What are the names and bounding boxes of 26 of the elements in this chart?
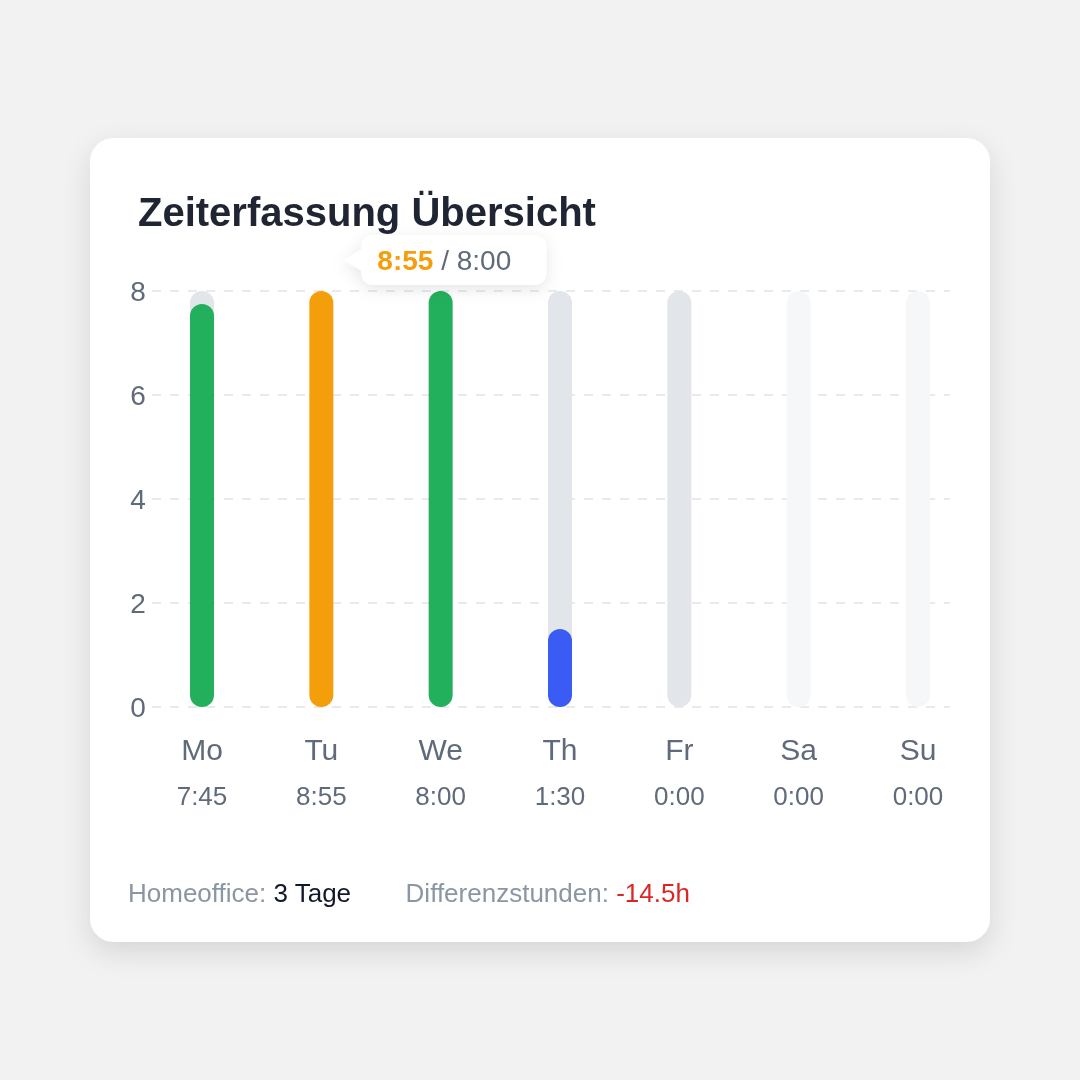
text: 8:00 [415,781,466,811]
x-tick-label: Sa [780,733,818,766]
y-tick-label: 8 [130,275,146,307]
text: 8:55 [296,781,347,811]
bar [548,629,572,707]
text: Homeoffice: 3 Tage [128,878,352,908]
y-tick-label: 0 [130,691,146,723]
text: 7:45 [176,781,228,811]
text: 1:30 [534,781,586,811]
y-tick-label: 6 [130,379,146,411]
text: 0:00 [892,781,944,811]
y-tick-label: 2 [130,587,146,619]
x-tick-label: Tu [304,733,339,766]
bar [309,291,334,707]
x-tick-label: Mo [181,733,223,766]
chart-title: Zeiterfassung Übersicht [138,190,596,234]
text: 0:00 [773,781,824,811]
x-tick-label: Th [542,733,578,766]
y-tick-label: 4 [130,483,146,515]
x-tick-label: Fr [665,733,694,766]
x-tick-label: We [418,733,463,766]
text: Differenzstunden: -14.5h [405,878,690,908]
annotation: 8:55 / 8:00 [377,244,512,276]
bar [428,291,453,707]
text: 0:00 [654,781,705,811]
x-tick-label: Su [899,733,937,766]
